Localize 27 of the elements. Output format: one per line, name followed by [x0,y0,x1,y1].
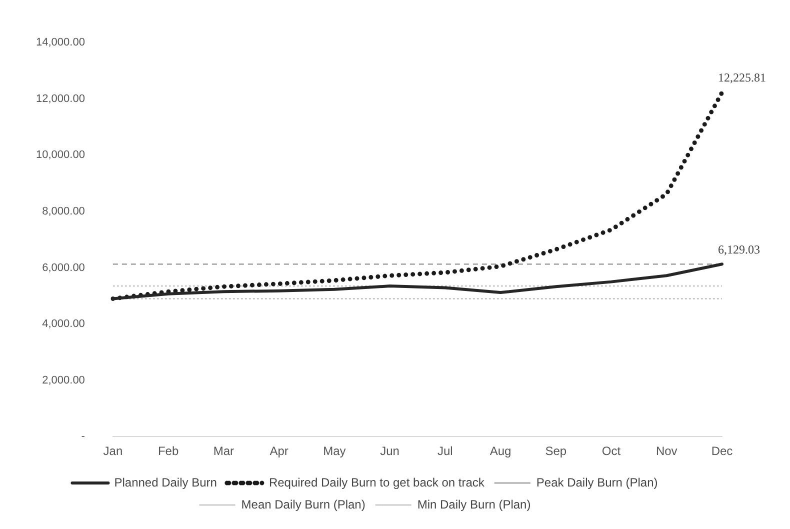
y-tick-label: 6,000.00 [42,262,85,274]
legend-label: Required Daily Burn to get back on track [268,475,486,490]
legend-label: Mean Daily Burn (Plan) [241,497,366,512]
y-tick-label: 14,000.00 [36,36,85,49]
x-tick-label: Feb [158,444,179,458]
y-tick-label: 2,000.00 [42,374,85,386]
x-tick-label: Apr [270,444,288,458]
x-tick-label: Jun [380,444,400,458]
data-label: 6,129.03 [718,242,760,256]
y-tick-label: 10,000.00 [36,149,85,162]
x-tick-label: Nov [656,444,678,458]
y-tick-label: 8,000.00 [42,205,85,218]
x-tick-label: Oct [602,444,622,458]
data-label: 12,225.81 [718,70,766,85]
x-tick-label: Jan [103,444,123,458]
legend-label: Min Daily Burn (Plan) [417,497,531,512]
x-tick-label: Mar [213,444,234,458]
x-tick-label: Aug [490,444,512,458]
legend-label: Peak Daily Burn (Plan) [536,475,658,490]
legend-label: Planned Daily Burn [114,475,217,490]
y-tick-label: 12,000.00 [36,92,85,105]
y-tick-label: 4,000.00 [42,318,85,330]
x-tick-label: Jul [437,444,453,458]
x-tick-label: Sep [545,444,567,458]
x-tick-label: May [323,444,346,458]
x-tick-label: Dec [711,444,733,458]
y-tick-label: - [81,430,86,443]
